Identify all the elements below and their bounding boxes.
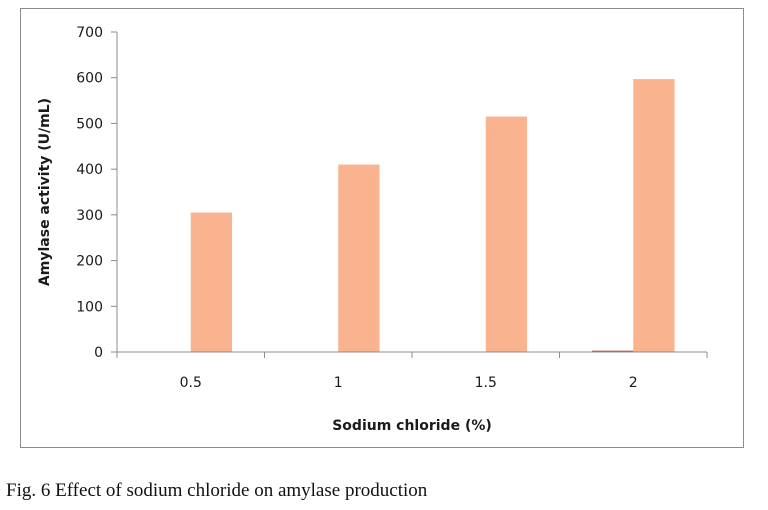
bar-2-series-2 xyxy=(633,79,675,352)
y-tick-label: 400 xyxy=(76,162,103,178)
y-tick-label: 100 xyxy=(76,299,103,315)
bar-0-5-series-2 xyxy=(190,212,233,352)
figure-caption: Fig. 6 Effect of sodium chloride on amyl… xyxy=(6,480,428,501)
y-tick-label: 500 xyxy=(76,116,103,132)
bars-layer xyxy=(190,79,675,352)
x-axis-title: Sodium chloride (%) xyxy=(332,418,492,434)
bar-chart: 0 100 200 300 400 500 600 700 0.5 1 1.5 2 Amylase … xyxy=(37,25,708,434)
y-ticks-layer: 0 100 200 300 400 500 600 700 xyxy=(76,25,117,361)
x-ticks-layer: 0.5 1 1.5 2 xyxy=(116,352,708,391)
y-tick-label: 600 xyxy=(76,71,103,87)
bar-1-series-2 xyxy=(338,164,380,352)
bar-2-series-1 xyxy=(591,350,634,352)
x-tick-label: 2 xyxy=(629,375,638,391)
y-tick-label: 0 xyxy=(94,345,103,361)
y-tick-label: 200 xyxy=(76,254,103,270)
x-tick-label: 1.5 xyxy=(475,375,497,391)
x-tick-label: 0.5 xyxy=(180,375,202,391)
bar-1-5-series-2 xyxy=(485,116,528,352)
y-tick-label: 300 xyxy=(76,208,103,224)
x-tick-label: 1 xyxy=(334,375,343,391)
chart-frame: 0 100 200 300 400 500 600 700 0.5 1 1.5 2 Amylase … xyxy=(20,8,744,448)
y-axis-title: Amylase activity (U/mL) xyxy=(37,98,53,286)
y-tick-label: 700 xyxy=(76,25,103,41)
